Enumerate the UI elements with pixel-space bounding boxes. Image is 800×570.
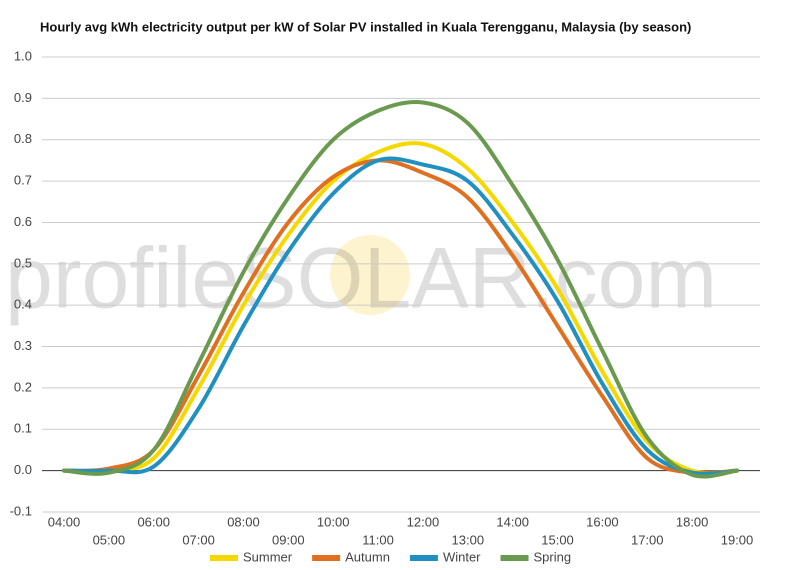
legend-swatch xyxy=(500,555,529,561)
x-tick-label: 07:00 xyxy=(182,532,215,547)
x-tick-label: 04:00 xyxy=(48,514,81,529)
y-tick-label: 0.7 xyxy=(14,173,32,188)
y-tick-label: 0.3 xyxy=(14,338,32,353)
y-tick-label: 0.0 xyxy=(14,462,32,477)
watermark: profileSOLAR.com xyxy=(5,231,717,327)
y-tick-label: 0.4 xyxy=(14,297,32,312)
x-tick-label: 13:00 xyxy=(452,532,485,547)
y-tick-label: 0.6 xyxy=(14,214,32,229)
x-tick-label: 15:00 xyxy=(541,532,574,547)
x-tick-label: 12:00 xyxy=(407,514,440,529)
legend-label: Winter xyxy=(443,549,481,564)
x-tick-label: 19:00 xyxy=(721,532,754,547)
legend-label: Autumn xyxy=(345,549,390,564)
line-series xyxy=(62,158,739,476)
y-tick-label: 0.2 xyxy=(14,379,32,394)
y-tick-label: 0.8 xyxy=(14,131,32,146)
y-tick-label: 1.0 xyxy=(14,48,32,63)
x-tick-label: 11:00 xyxy=(362,532,394,547)
y-tick-label: -0.1 xyxy=(10,503,32,518)
line-series xyxy=(62,141,739,475)
y-tick-label: 0.9 xyxy=(14,90,32,105)
legend-label: Spring xyxy=(534,549,572,564)
y-tick-label: 0.1 xyxy=(14,421,32,436)
x-tick-label: 14:00 xyxy=(496,514,529,529)
line-series xyxy=(62,100,739,479)
x-tick-label: 09:00 xyxy=(272,532,305,547)
x-tick-label: 16:00 xyxy=(586,514,619,529)
x-tick-label: 17:00 xyxy=(631,532,664,547)
legend-swatch xyxy=(409,555,438,561)
legend-swatch xyxy=(210,555,238,561)
x-tick-label: 05:00 xyxy=(93,532,126,547)
x-tick-label: 18:00 xyxy=(676,514,709,529)
x-tick-label: 10:00 xyxy=(317,514,350,529)
x-tick-label: 08:00 xyxy=(227,514,260,529)
legend-swatch xyxy=(312,555,341,561)
legend-label: Summer xyxy=(243,549,293,564)
watermark-sun xyxy=(330,235,410,315)
x-tick-label: 06:00 xyxy=(137,514,170,529)
line-series xyxy=(62,156,739,476)
chart-title: Hourly avg kWh electricity output per kW… xyxy=(40,19,691,34)
y-tick-label: 0.5 xyxy=(14,255,32,270)
